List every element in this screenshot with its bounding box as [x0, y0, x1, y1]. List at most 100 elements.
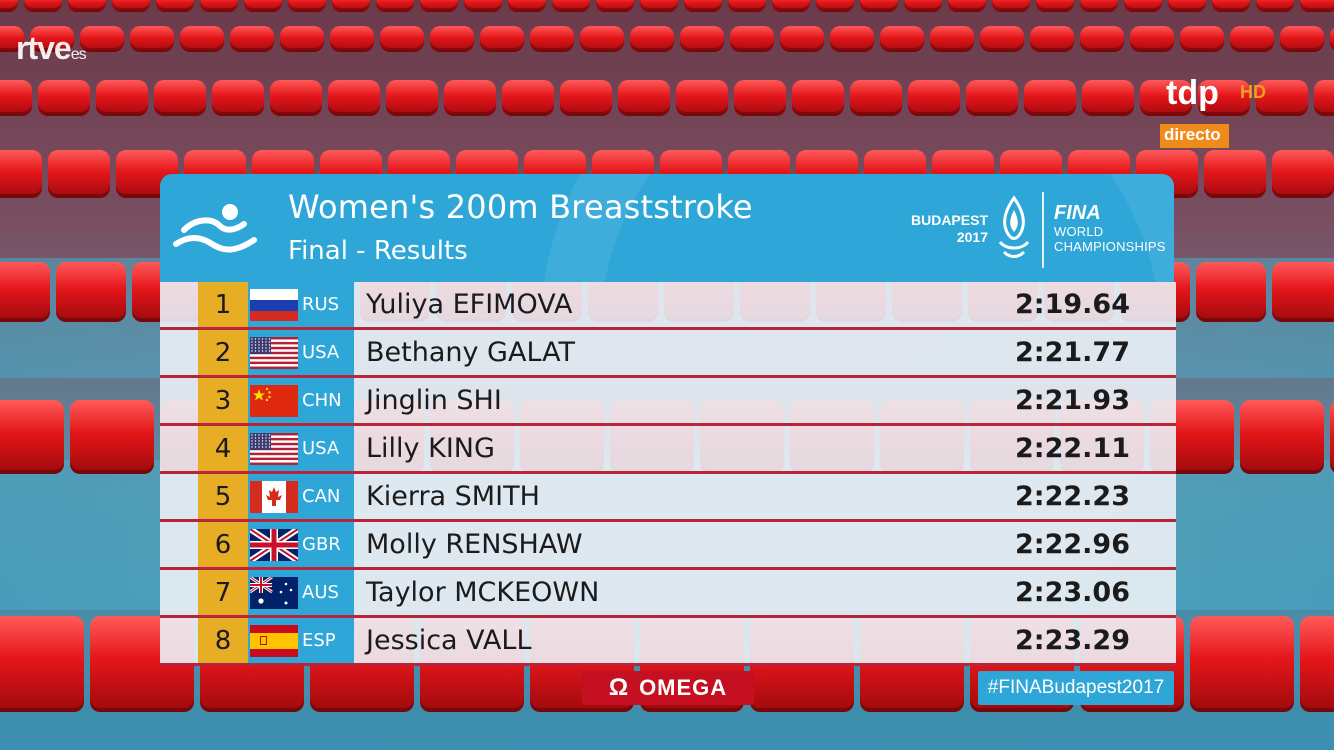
lane-rope-float: [130, 26, 174, 52]
swimmer-icon: [173, 204, 257, 253]
rank-cell: 3: [198, 378, 248, 423]
flag-usa-icon: [250, 432, 298, 465]
lane-rope-float: [880, 26, 924, 52]
fina-name: FINA: [1054, 202, 1101, 224]
flag-esp-icon: [250, 624, 298, 657]
lane-rope-float: [0, 0, 18, 12]
rank-cell: 2: [198, 330, 248, 375]
lane-rope-float: [850, 80, 902, 116]
finish-time: 2:23.06: [1015, 577, 1130, 608]
rank-cell: 8: [198, 618, 248, 663]
row-spacer: [160, 570, 198, 615]
result-row: 8 ESP Jessica VALL 2:23.29: [160, 618, 1176, 666]
finish-time: 2:22.96: [1015, 529, 1130, 560]
flag-cell: [248, 330, 300, 375]
lane-rope-float: [244, 0, 282, 12]
lane-rope-float: [930, 26, 974, 52]
lane-rope-float: [180, 26, 224, 52]
lane-rope-float: [1314, 80, 1334, 116]
lane-rope-float: [980, 26, 1024, 52]
fina-line1: WORLD: [1054, 224, 1104, 239]
lane-rope-float: [332, 0, 370, 12]
venue-year: 2017: [956, 229, 988, 245]
lane-rope-float: [1272, 262, 1334, 322]
lane-rope-float: [80, 26, 124, 52]
country-code: CHN: [300, 378, 354, 423]
lane-rope-float: [24, 0, 62, 12]
lane-rope-float: [552, 0, 590, 12]
lane-rope-float: [680, 26, 724, 52]
omega-sponsor: Ω OMEGA: [582, 671, 754, 705]
lane-rope-float: [70, 400, 154, 474]
lane-rope-float: [1300, 616, 1334, 712]
result-row: 2 USA Bethany GALAT 2:21.77: [160, 330, 1176, 378]
lane-rope: [0, 26, 1334, 52]
row-spacer: [160, 378, 198, 423]
budapest-flame-icon: [998, 195, 1030, 258]
lane-rope-float: [730, 26, 774, 52]
lane-rope-float: [640, 0, 678, 12]
lane-rope-float: [530, 26, 574, 52]
lane-rope-float: [156, 0, 194, 12]
finish-time: 2:21.77: [1015, 337, 1130, 368]
lane-rope-float: [728, 0, 766, 12]
row-spacer: [160, 282, 198, 327]
board-footer: Ω OMEGA #FINABudapest2017: [160, 666, 1176, 716]
lane-rope-float: [270, 80, 322, 116]
rank-cell: 1: [198, 282, 248, 327]
athlete-name: Taylor MCKEOWN: [366, 577, 600, 608]
lane-rope-float: [618, 80, 670, 116]
lane-rope-float: [380, 26, 424, 52]
venue-label: BUDAPEST 2017: [902, 212, 988, 246]
result-row: 3 CHN Jinglin SHI 2:21.93: [160, 378, 1176, 426]
lane-rope-float: [376, 0, 414, 12]
lane-rope-float: [630, 26, 674, 52]
rtve-logo: rtvees: [16, 30, 87, 67]
lane-rope-float: [1130, 26, 1174, 52]
lane-rope-float: [1300, 0, 1334, 12]
row-spacer: [160, 426, 198, 471]
athlete-name: Lilly KING: [366, 433, 495, 464]
fina-divider: [1042, 192, 1044, 268]
lane-rope-float: [1036, 0, 1074, 12]
flag-cell: [248, 378, 300, 423]
lane-rope-float: [816, 0, 854, 12]
lane-rope-float: [830, 26, 874, 52]
lane-rope-float: [992, 0, 1030, 12]
lane-rope-float: [1272, 150, 1334, 198]
flag-cell: [248, 618, 300, 663]
rtve-logo-suffix: es: [70, 46, 87, 63]
lane-rope-float: [444, 80, 496, 116]
lane-rope-float: [1168, 0, 1206, 12]
flag-cell: [248, 522, 300, 567]
result-row: 6 GBR Molly RENSHAW 2:22.96: [160, 522, 1176, 570]
athlete-name: Yuliya EFIMOVA: [366, 289, 573, 320]
row-spacer: [160, 618, 198, 663]
lane-rope-float: [1082, 80, 1134, 116]
flag-cell: [248, 426, 300, 471]
omega-symbol: Ω: [608, 674, 630, 701]
lane-rope: [0, 80, 1334, 116]
lane-rope-float: [772, 0, 810, 12]
tdp-logo-text: tdp: [1166, 74, 1219, 112]
rank-cell: 6: [198, 522, 248, 567]
flag-cell: [248, 282, 300, 327]
lane-rope-float: [96, 80, 148, 116]
lane-rope-float: [1190, 616, 1294, 712]
finish-time: 2:19.64: [1015, 289, 1130, 320]
lane-rope-float: [56, 262, 126, 322]
country-code: AUS: [300, 570, 354, 615]
lane-rope-float: [430, 26, 474, 52]
lane-rope-float: [0, 400, 64, 474]
lane-rope-float: [386, 80, 438, 116]
lane-rope-float: [1240, 400, 1324, 474]
finish-time: 2:21.93: [1015, 385, 1130, 416]
lane-rope-float: [1124, 0, 1162, 12]
lane-rope-float: [1330, 26, 1334, 52]
country-code: CAN: [300, 474, 354, 519]
athlete-name: Molly RENSHAW: [366, 529, 583, 560]
lane-rope-float: [288, 0, 326, 12]
flag-can-icon: [250, 480, 298, 513]
country-code: USA: [300, 330, 354, 375]
lane-rope-float: [1204, 150, 1266, 198]
